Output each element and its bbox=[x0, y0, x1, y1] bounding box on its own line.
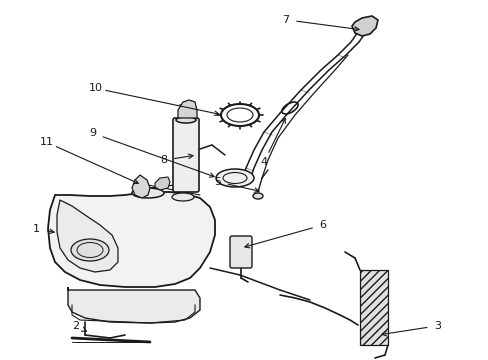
Polygon shape bbox=[155, 177, 170, 190]
Text: 1: 1 bbox=[33, 224, 40, 234]
Text: 9: 9 bbox=[89, 128, 96, 138]
Text: 5: 5 bbox=[214, 177, 221, 187]
Ellipse shape bbox=[71, 239, 109, 261]
Text: 11: 11 bbox=[40, 137, 53, 147]
Polygon shape bbox=[351, 16, 377, 36]
Ellipse shape bbox=[172, 193, 194, 201]
Polygon shape bbox=[68, 287, 200, 323]
Polygon shape bbox=[132, 175, 150, 198]
Text: 2: 2 bbox=[72, 321, 79, 331]
Ellipse shape bbox=[252, 193, 263, 199]
Ellipse shape bbox=[176, 117, 196, 123]
Text: 4: 4 bbox=[260, 157, 267, 167]
Text: 3: 3 bbox=[433, 321, 440, 331]
Polygon shape bbox=[178, 100, 197, 118]
FancyBboxPatch shape bbox=[229, 236, 251, 268]
Text: 7: 7 bbox=[282, 15, 289, 25]
Ellipse shape bbox=[132, 188, 163, 198]
Ellipse shape bbox=[216, 169, 253, 187]
Text: 8: 8 bbox=[160, 155, 167, 165]
Text: 10: 10 bbox=[88, 83, 102, 93]
Polygon shape bbox=[48, 192, 215, 287]
Polygon shape bbox=[57, 200, 118, 272]
Bar bbox=[359, 270, 387, 345]
Text: 6: 6 bbox=[319, 220, 325, 230]
FancyBboxPatch shape bbox=[173, 118, 199, 192]
